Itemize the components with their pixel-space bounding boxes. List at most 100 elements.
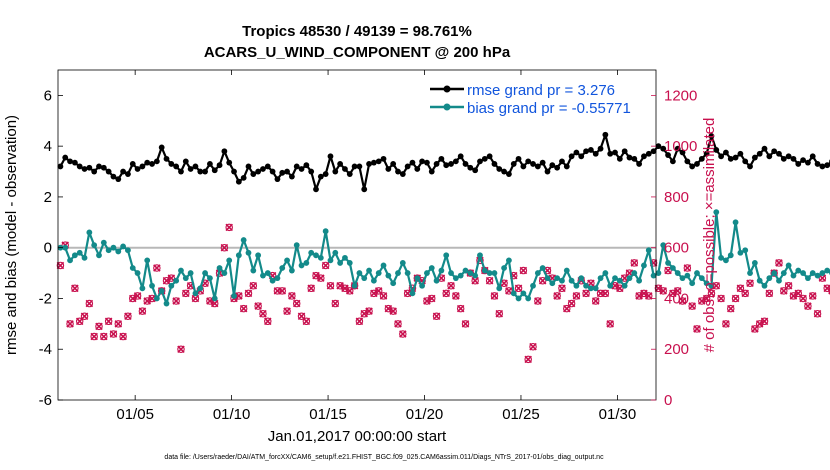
- obs-possible-point: [823, 284, 830, 293]
- rmse-point: [607, 150, 614, 157]
- bias-point: [534, 270, 541, 276]
- bias-point: [496, 285, 503, 292]
- obs-assimilated-point: [239, 304, 248, 313]
- obs-possible-point: [799, 294, 807, 303]
- obs-possible-point: [485, 276, 494, 285]
- obs-count-series: [56, 223, 830, 364]
- rmse-point: [346, 171, 353, 177]
- rmse-point: [438, 155, 445, 162]
- rmse-point: [375, 158, 382, 165]
- rmse-point: [351, 163, 358, 170]
- obs-possible-point: [534, 297, 542, 305]
- plot-background: [58, 70, 656, 400]
- obs-possible-point: [558, 284, 566, 293]
- rmse-point: [221, 148, 228, 155]
- obs-assimilated-point: [553, 292, 561, 300]
- bias-point: [317, 254, 324, 261]
- rmse-point: [105, 168, 112, 175]
- bias-point: [708, 282, 715, 289]
- bias-point: [563, 267, 570, 274]
- rmse-point: [549, 162, 556, 169]
- bias-point: [713, 209, 720, 216]
- obs-possible-point: [104, 317, 113, 326]
- obs-assimilated-point: [591, 297, 600, 305]
- rmse-point: [385, 166, 392, 172]
- obs-possible-point: [466, 269, 475, 277]
- y-right-tick-label: 600: [664, 240, 689, 257]
- obs-assimilated-point: [741, 289, 749, 298]
- obs-possible-point: [124, 312, 132, 320]
- obs-possible-point: [302, 317, 311, 326]
- bias-point: [269, 277, 276, 284]
- obs-assimilated-point: [100, 332, 108, 341]
- obs-possible-point: [442, 289, 450, 298]
- obs-assimilated-point: [611, 282, 619, 290]
- rmse-point: [597, 145, 604, 152]
- bias-point: [674, 270, 681, 276]
- obs-possible-point: [331, 299, 340, 308]
- plot-area: [56, 69, 830, 401]
- rmse-point: [621, 148, 628, 155]
- bias-point: [462, 267, 469, 274]
- obs-assimilated-point: [143, 297, 151, 305]
- obs-possible-point: [138, 307, 147, 315]
- obs-assimilated-point: [688, 302, 696, 310]
- bias-point: [756, 277, 763, 284]
- rmse-point: [684, 158, 691, 165]
- obs-assimilated-point: [514, 284, 523, 293]
- rmse-point: [313, 186, 319, 193]
- legend-bias-label: bias grand pr = -0.55771: [467, 100, 631, 117]
- x-tick-label: 01/10: [213, 406, 251, 423]
- obs-possible-point: [780, 287, 788, 295]
- bias-point: [443, 252, 450, 259]
- obs-possible-point: [606, 320, 614, 328]
- obs-assimilated-point: [370, 289, 378, 298]
- obs-assimilated-point: [264, 317, 272, 326]
- bias-point: [260, 272, 266, 279]
- bias-point: [448, 270, 454, 276]
- obs-assimilated-point: [775, 259, 783, 267]
- rmse-point: [742, 158, 749, 165]
- rmse-point: [636, 161, 643, 167]
- obs-possible-point: [746, 279, 754, 287]
- bias-point: [322, 228, 329, 235]
- bias-point: [235, 252, 242, 259]
- x-tick-label: 01/05: [116, 406, 154, 423]
- bias-point: [747, 270, 753, 276]
- rmse-point: [578, 153, 585, 160]
- obs-possible-point: [591, 297, 600, 305]
- rmse-point: [235, 178, 242, 185]
- bias-point: [698, 275, 705, 282]
- rmse-point: [139, 163, 146, 170]
- rmse-point: [226, 159, 233, 166]
- obs-assimilated-point: [326, 282, 335, 290]
- bias-point: [182, 275, 189, 282]
- bias-point: [351, 282, 358, 289]
- rmse-point: [168, 161, 175, 167]
- bias-point: [245, 249, 252, 256]
- bias-point: [452, 275, 459, 282]
- rmse-point: [674, 145, 681, 152]
- rmse-point: [771, 148, 778, 155]
- rmse-point: [361, 186, 368, 193]
- bias-point: [703, 280, 710, 287]
- obs-possible-point: [109, 330, 118, 338]
- y-axis-right: 0 200 400 600 800 1000 1200: [651, 87, 697, 409]
- obs-possible-point: [601, 289, 610, 298]
- obs-assimilated-point: [182, 289, 190, 298]
- obs-possible-point: [85, 299, 94, 308]
- bias-point: [481, 267, 488, 274]
- obs-assimilated-point: [726, 304, 735, 313]
- obs-assimilated-point: [698, 297, 706, 305]
- rmse-point: [399, 171, 406, 177]
- bias-point: [636, 277, 643, 284]
- rmse-point: [515, 155, 522, 162]
- bias-point: [250, 267, 257, 274]
- obs-assimilated-point: [177, 345, 185, 353]
- bias-point: [91, 242, 98, 249]
- obs-possible-point: [563, 304, 571, 313]
- obs-assimilated-point: [225, 223, 233, 232]
- obs-assimilated-point: [109, 330, 118, 338]
- rmse-point: [207, 161, 213, 167]
